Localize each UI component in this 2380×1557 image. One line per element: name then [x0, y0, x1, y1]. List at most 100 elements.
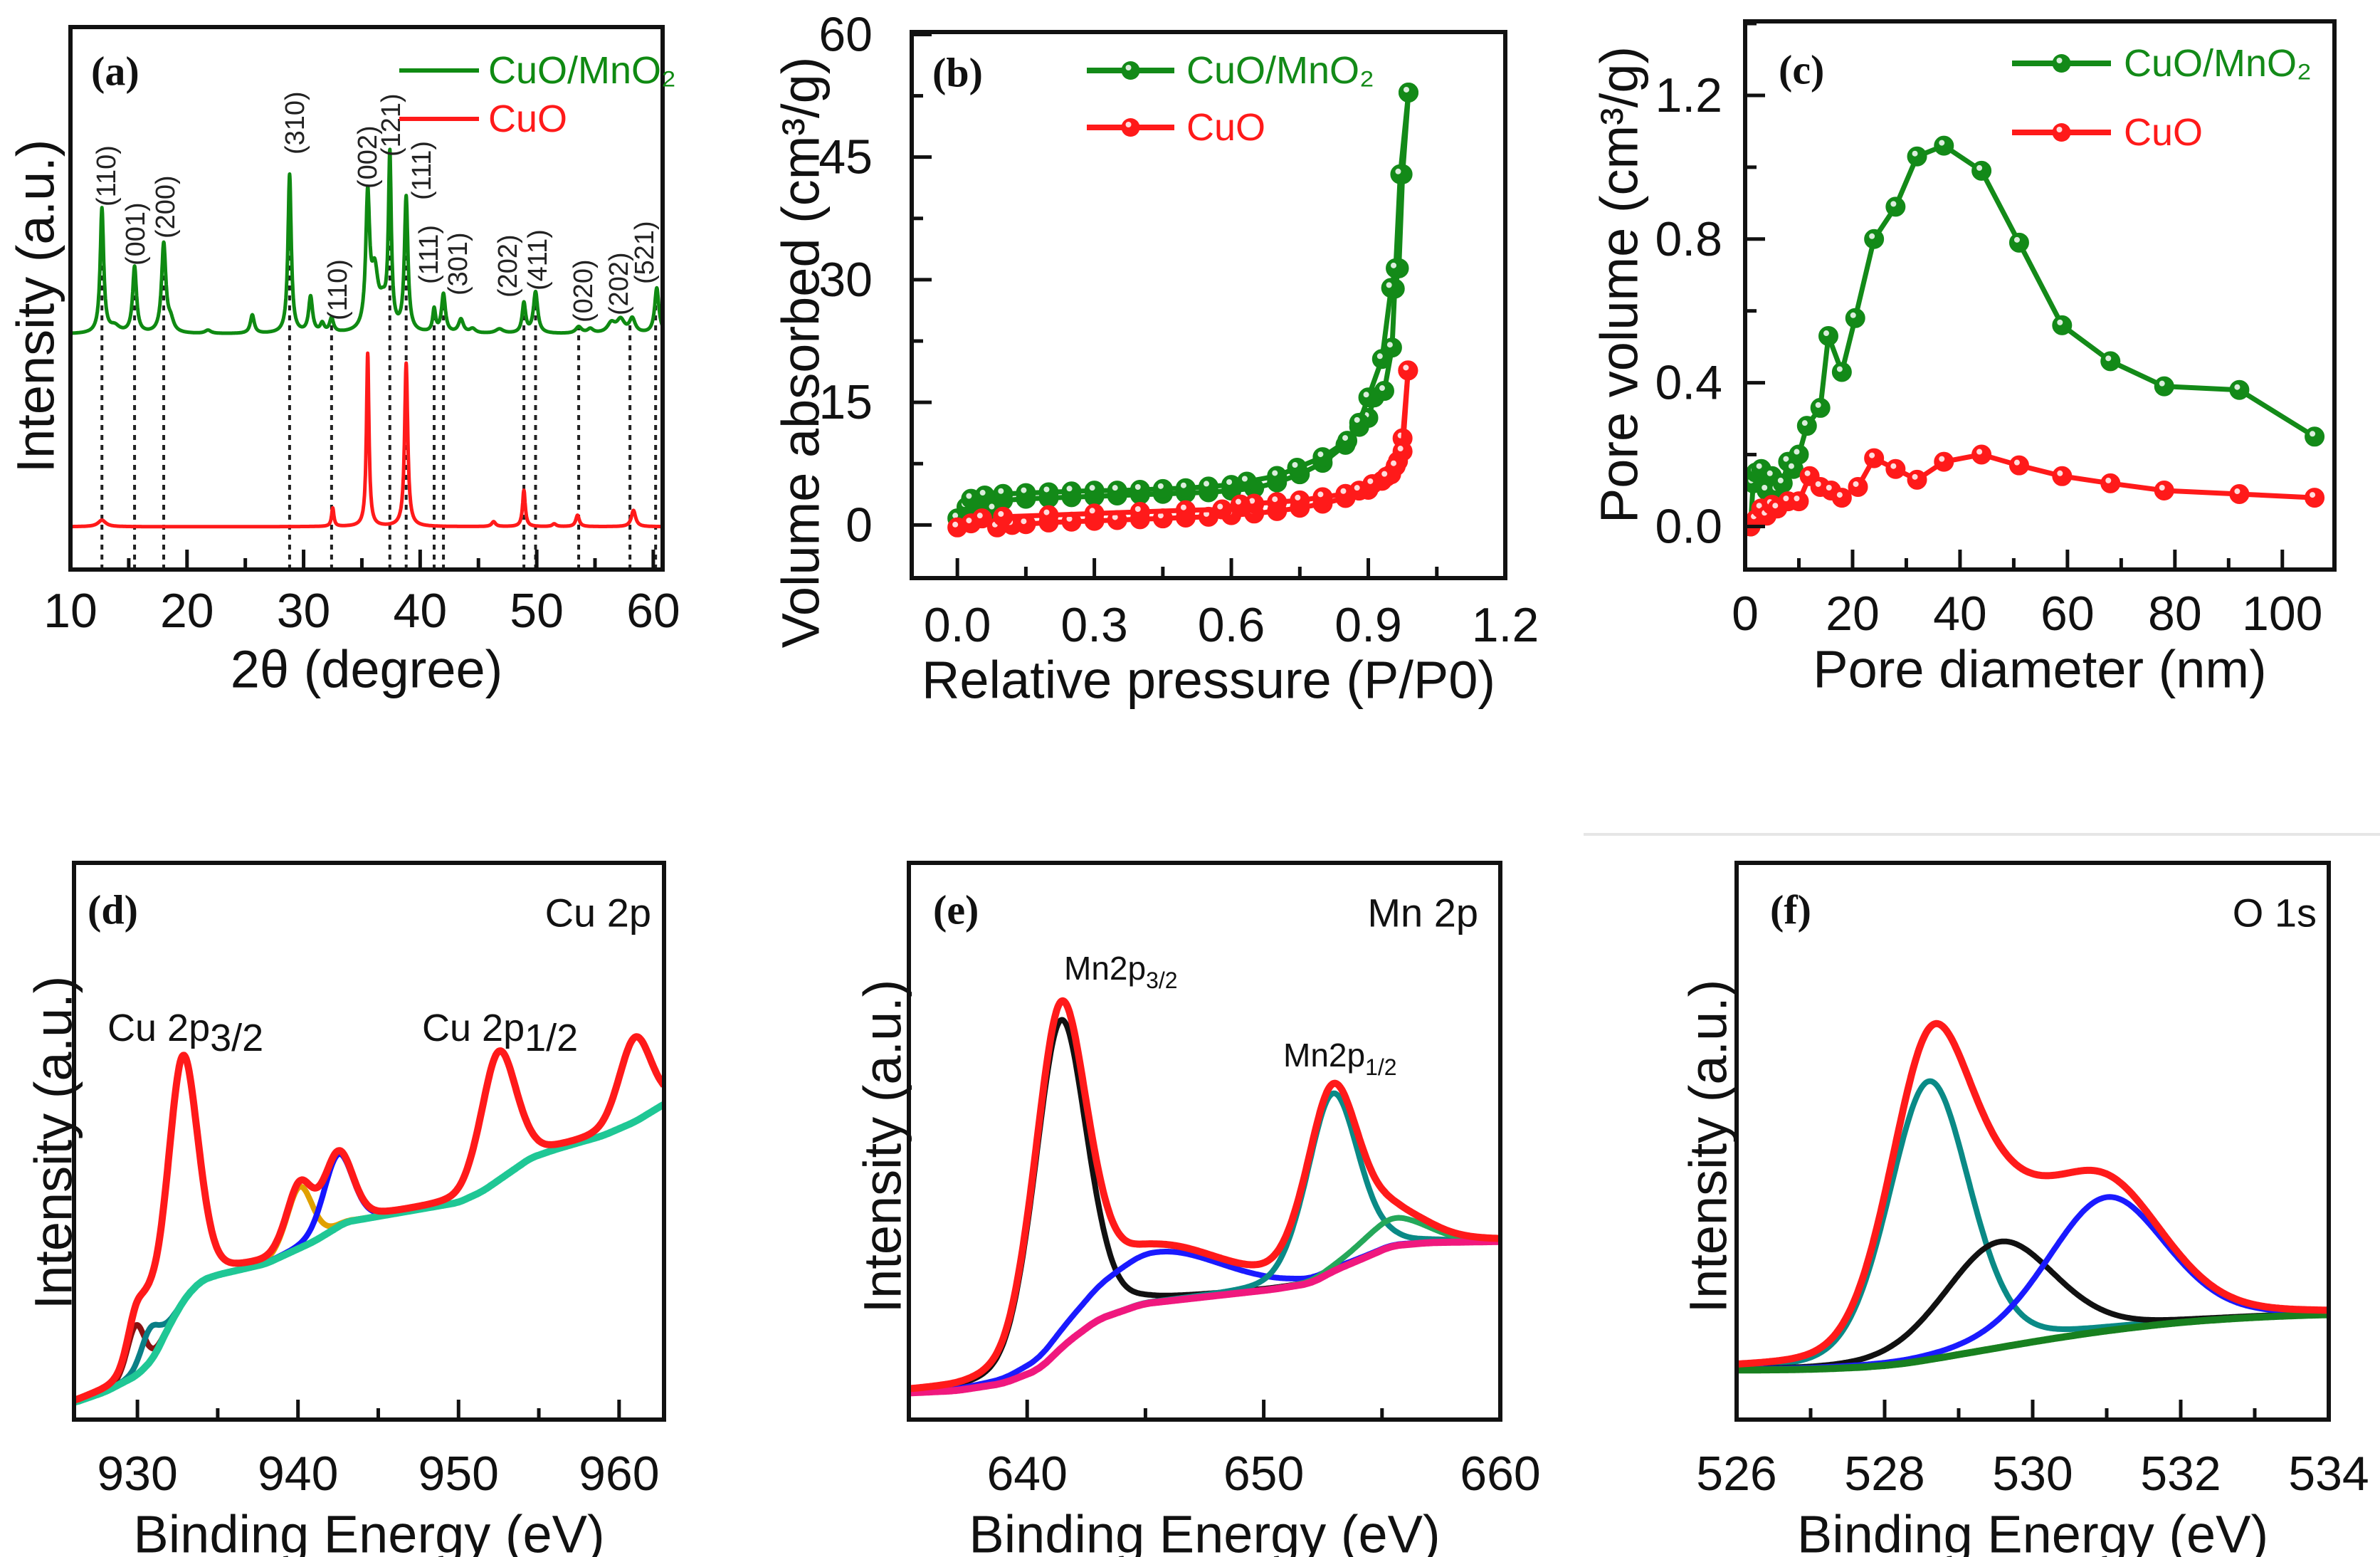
- data-point: [2008, 232, 2029, 253]
- data-point-highlight: [2057, 319, 2063, 325]
- data-point-highlight: [2234, 384, 2241, 390]
- data-point-highlight: [1204, 481, 1209, 487]
- x-tick-label: 0.9: [1334, 598, 1402, 652]
- data-point: [2052, 315, 2073, 335]
- data-point-highlight: [1217, 503, 1223, 510]
- x-tick-label: 20: [1826, 587, 1880, 641]
- panel-label: (c): [1779, 47, 1824, 93]
- data-point: [1810, 397, 1831, 418]
- data-point: [2052, 466, 2073, 486]
- y-tick-label: 1.2: [1655, 68, 1722, 122]
- x-tick-label: 20: [160, 584, 214, 638]
- envelope-curve: [74, 1033, 664, 1404]
- x-tick-label: 100: [2242, 587, 2322, 641]
- data-point: [1212, 499, 1233, 520]
- x-tick-label: 50: [510, 584, 564, 638]
- data-point-highlight: [1112, 485, 1118, 491]
- panel-label: (b): [932, 50, 983, 96]
- data-point: [1061, 481, 1082, 502]
- data-point-highlight: [1066, 486, 1073, 492]
- data-point-highlight: [1180, 504, 1186, 510]
- chart-panel-e: 640 650 660 Binding Energy (eV) Intensity (a…: [853, 861, 1541, 1557]
- data-point: [1016, 483, 1036, 503]
- peak-index-label: (202): [604, 252, 634, 315]
- data-point: [1349, 412, 1369, 433]
- data-point-highlight: [1762, 484, 1768, 491]
- fit-component-1: [909, 1238, 1500, 1395]
- plot-area: [947, 82, 1418, 538]
- plot-area: [1745, 135, 2325, 537]
- data-point: [1934, 135, 1954, 156]
- data-point: [1864, 229, 1885, 249]
- fit-component-0: [909, 1017, 1500, 1393]
- data-point-highlight: [1381, 471, 1388, 477]
- peak-annotation-main: Cu 2p: [422, 1007, 525, 1049]
- background-curve: [909, 1237, 1500, 1397]
- data-point-highlight: [2234, 488, 2241, 495]
- envelope-curve: [909, 997, 1500, 1393]
- x-tick-label: 532: [2140, 1447, 2221, 1501]
- data-point-highlight: [1794, 496, 1800, 502]
- peak-annotation-main: Cu 2p: [107, 1007, 210, 1049]
- peak-index-label: (002): [353, 125, 383, 189]
- data-point-highlight: [1043, 509, 1050, 515]
- data-point-highlight: [1391, 262, 1397, 268]
- data-point-highlight: [1295, 494, 1301, 500]
- data-point-highlight: [1395, 168, 1401, 174]
- data-point-highlight: [1340, 488, 1347, 494]
- y-tick-label: 0.0: [1655, 499, 1722, 553]
- data-point: [1175, 478, 1196, 498]
- x-axis-title: Binding Energy (eV): [133, 1505, 604, 1557]
- data-point: [1971, 444, 1992, 465]
- data-point-highlight: [1272, 496, 1278, 503]
- data-point-highlight: [952, 521, 959, 528]
- x-tick-label: 640: [986, 1447, 1067, 1501]
- x-tick-label: 10: [43, 584, 98, 638]
- plot-frame: [1743, 19, 2337, 572]
- data-point-highlight: [1157, 513, 1164, 519]
- data-point-highlight: [1912, 473, 1918, 480]
- data-point: [961, 488, 981, 509]
- peak-index-label: (202): [493, 234, 523, 298]
- y-axis-title: Intensity (a.u.): [6, 140, 65, 473]
- legend-label: CuO: [1186, 106, 1265, 149]
- data-point-highlight: [1836, 492, 1843, 498]
- data-point: [2229, 484, 2250, 505]
- plot-area: [74, 1033, 664, 1406]
- data-point-highlight: [1823, 330, 1829, 337]
- data-point-highlight: [1403, 86, 1409, 93]
- data-point: [993, 506, 1013, 527]
- plot-area: [70, 147, 663, 570]
- peak-annotation-main: Mn2p: [1064, 950, 1146, 987]
- y-tick-label: 30: [818, 253, 873, 307]
- series-line-0: [955, 92, 1411, 520]
- plot-frame: [910, 30, 1507, 580]
- x-tick-label: 0.0: [924, 598, 991, 652]
- data-point-highlight: [2057, 470, 2063, 476]
- data-point-highlight: [1826, 484, 1832, 491]
- data-point: [1267, 492, 1288, 513]
- chart-panel-a: 10 20 30 40 50 60 2θ (degree) Intensity (a.u.) (…: [6, 25, 680, 699]
- data-point-highlight: [1354, 485, 1360, 491]
- peak-index-label: (121): [377, 93, 406, 157]
- data-point: [1038, 505, 1059, 525]
- data-point: [1845, 308, 1865, 328]
- data-point: [1267, 466, 1288, 486]
- legend-marker-highlight: [2056, 127, 2063, 132]
- y-tick-label: 15: [818, 375, 873, 429]
- data-point-highlight: [1249, 498, 1255, 504]
- x-tick-label: 0.3: [1060, 598, 1128, 652]
- data-point: [1199, 476, 1218, 497]
- panel-label: (d): [88, 887, 138, 933]
- data-point-highlight: [976, 513, 983, 519]
- data-point: [2305, 426, 2325, 447]
- data-point-highlight: [1815, 481, 1821, 487]
- data-point-highlight: [1794, 449, 1800, 455]
- y-tick-label: 60: [818, 7, 873, 61]
- data-point: [1864, 448, 1885, 468]
- data-point: [1831, 488, 1852, 508]
- data-point: [1796, 416, 1817, 436]
- fit-component-4: [74, 1101, 664, 1405]
- spectrum-label: Cu 2p: [545, 891, 651, 935]
